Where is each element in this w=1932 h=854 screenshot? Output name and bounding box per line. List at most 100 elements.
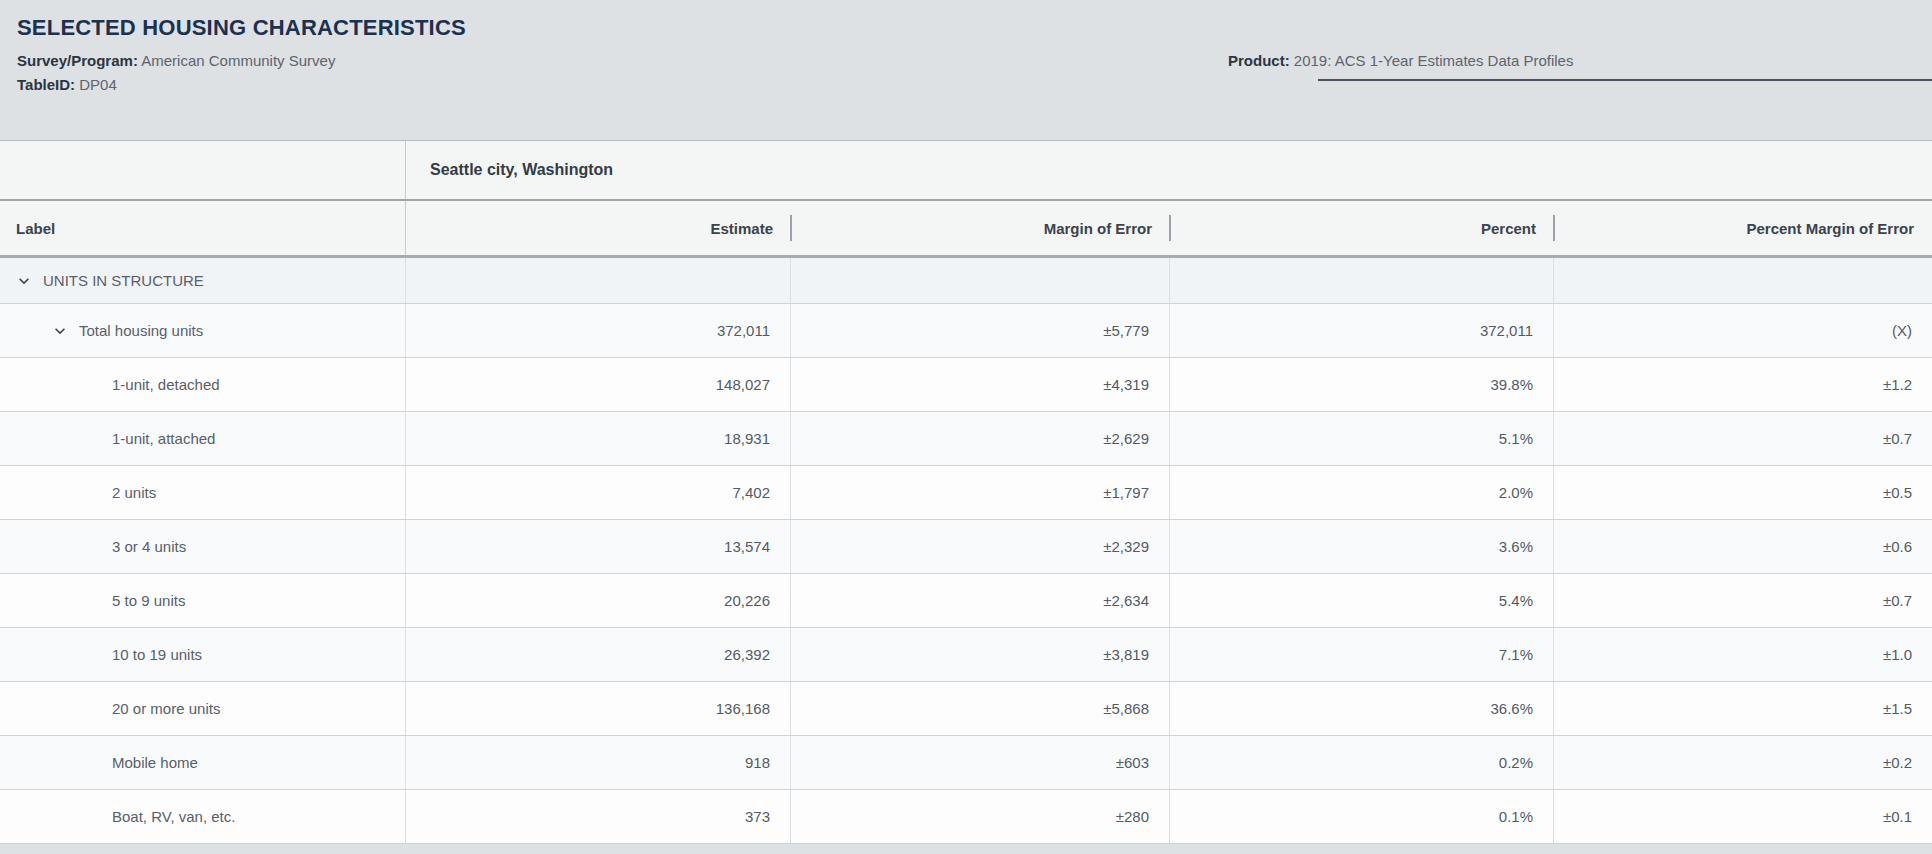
row-value-cell: 2.0%: [1170, 466, 1554, 519]
row-value-cell: 0.2%: [1170, 736, 1554, 789]
row-value-cell: ±0.1: [1554, 790, 1932, 843]
row-label: 10 to 19 units: [112, 646, 202, 663]
column-header-text: Percent: [1481, 220, 1536, 237]
row-value-cell: 3.6%: [1170, 520, 1554, 573]
table-row: Mobile home 918 ±603 0.2% ±0.2: [0, 736, 1932, 790]
table-row: 1-unit, attached 18,931 ±2,629 5.1% ±0.7: [0, 412, 1932, 466]
row-label: 5 to 9 units: [112, 592, 185, 609]
row-label: 1-unit, detached: [112, 376, 220, 393]
table-row: 20 or more units 136,168 ±5,868 36.6% ±1…: [0, 682, 1932, 736]
row-value-cell: 372,011: [406, 304, 791, 357]
table-body: UNITS IN STRUCTURE Total housing units 3…: [0, 258, 1932, 844]
row-value-cell: 5.4%: [1170, 574, 1554, 627]
table-row: Boat, RV, van, etc. 373 ±280 0.1% ±0.1: [0, 790, 1932, 844]
geo-header-spacer: [0, 141, 406, 199]
row-value-cell: ±1,797: [791, 466, 1170, 519]
column-header-estimate: Estimate: [406, 201, 791, 255]
row-value-cell: ±4,319: [791, 358, 1170, 411]
row-value-cell: ±2,329: [791, 520, 1170, 573]
row-value-cell: 148,027: [406, 358, 791, 411]
row-label-cell: Boat, RV, van, etc.: [0, 790, 406, 843]
row-label: 3 or 4 units: [112, 538, 186, 555]
column-header-label: Label: [0, 201, 406, 255]
row-value-cell: [406, 258, 791, 303]
row-value-cell: 18,931: [406, 412, 791, 465]
table-row: 1-unit, detached 148,027 ±4,319 39.8% ±1…: [0, 358, 1932, 412]
row-value-cell: 372,011: [1170, 304, 1554, 357]
column-header-percent-margin-of-error: Percent Margin of Error: [1554, 201, 1932, 255]
survey-program-label: Survey/Program:: [17, 52, 138, 69]
row-value-cell: 7,402: [406, 466, 791, 519]
row-value-cell: ±1.2: [1554, 358, 1932, 411]
row-label-cell[interactable]: UNITS IN STRUCTURE: [0, 258, 406, 303]
row-value-cell: ±0.2: [1554, 736, 1932, 789]
row-value-cell: 0.1%: [1170, 790, 1554, 843]
row-label: 1-unit, attached: [112, 430, 215, 447]
row-label-cell: 1-unit, attached: [0, 412, 406, 465]
column-header-margin-of-error: Margin of Error: [791, 201, 1170, 255]
row-value-cell: 918: [406, 736, 791, 789]
row-label: Total housing units: [79, 322, 203, 339]
table-row: 3 or 4 units 13,574 ±2,329 3.6% ±0.6: [0, 520, 1932, 574]
table-row: 2 units 7,402 ±1,797 2.0% ±0.5: [0, 466, 1932, 520]
row-value-cell: 20,226: [406, 574, 791, 627]
row-value-cell: [1170, 258, 1554, 303]
row-label: Mobile home: [112, 754, 198, 771]
row-label-cell: Mobile home: [0, 736, 406, 789]
page-header: SELECTED HOUSING CHARACTERISTICS Survey/…: [0, 0, 1932, 140]
row-value-cell: ±2,629: [791, 412, 1170, 465]
table-row: Total housing units 372,011 ±5,779 372,0…: [0, 304, 1932, 358]
column-header-row: Label Estimate Margin of Error Percent P…: [0, 201, 1932, 258]
row-value-cell: [791, 258, 1170, 303]
chevron-down-icon[interactable]: [50, 321, 70, 341]
row-value-cell: 136,168: [406, 682, 791, 735]
row-value-cell: 36.6%: [1170, 682, 1554, 735]
row-value-cell: ±2,634: [791, 574, 1170, 627]
row-value-cell: 39.8%: [1170, 358, 1554, 411]
row-value-cell: ±280: [791, 790, 1170, 843]
row-value-cell: ±3,819: [791, 628, 1170, 681]
row-value-cell: ±603: [791, 736, 1170, 789]
row-label-cell: 3 or 4 units: [0, 520, 406, 573]
table-row: 10 to 19 units 26,392 ±3,819 7.1% ±1.0: [0, 628, 1932, 682]
product-select-underline: [1318, 79, 1932, 81]
product-label: Product:: [1228, 52, 1290, 69]
survey-program-value: American Community Survey: [141, 52, 335, 69]
row-value-cell: ±5,779: [791, 304, 1170, 357]
row-value-cell: ±0.7: [1554, 574, 1932, 627]
row-label-cell: 1-unit, detached: [0, 358, 406, 411]
tableid-value: DP04: [79, 76, 117, 93]
geo-header-cell: Seattle city, Washington: [406, 141, 1932, 199]
page-title: SELECTED HOUSING CHARACTERISTICS: [17, 15, 466, 41]
row-label: 2 units: [112, 484, 156, 501]
row-value-cell: [1554, 258, 1932, 303]
product-select[interactable]: 2019: ACS 1-Year Estimates Data Profiles: [1294, 52, 1574, 69]
row-value-cell: (X): [1554, 304, 1932, 357]
row-value-cell: 5.1%: [1170, 412, 1554, 465]
table-row: 5 to 9 units 20,226 ±2,634 5.4% ±0.7: [0, 574, 1932, 628]
row-value-cell: ±1.0: [1554, 628, 1932, 681]
product-line: Product: 2019: ACS 1-Year Estimates Data…: [1228, 52, 1573, 69]
row-value-cell: ±0.5: [1554, 466, 1932, 519]
row-value-cell: ±1.5: [1554, 682, 1932, 735]
chevron-down-icon[interactable]: [14, 271, 34, 291]
row-value-cell: 7.1%: [1170, 628, 1554, 681]
survey-program-line: Survey/Program: American Community Surve…: [17, 52, 335, 69]
row-label-cell: 10 to 19 units: [0, 628, 406, 681]
row-value-cell: 26,392: [406, 628, 791, 681]
row-value-cell: ±5,868: [791, 682, 1170, 735]
row-label-cell: 20 or more units: [0, 682, 406, 735]
geo-header-row: Seattle city, Washington: [0, 141, 1932, 201]
row-label: Boat, RV, van, etc.: [112, 808, 235, 825]
column-header-text: Percent Margin of Error: [1746, 220, 1914, 237]
row-label: 20 or more units: [112, 700, 220, 717]
row-label-cell: 2 units: [0, 466, 406, 519]
data-table: Seattle city, Washington Label Estimate …: [0, 140, 1932, 844]
column-header-text: Margin of Error: [1044, 220, 1152, 237]
row-value-cell: 13,574: [406, 520, 791, 573]
row-label: UNITS IN STRUCTURE: [43, 272, 204, 289]
row-label-cell[interactable]: Total housing units: [0, 304, 406, 357]
column-header-percent: Percent: [1170, 201, 1554, 255]
tableid-line: TableID: DP04: [17, 76, 117, 93]
column-header-text: Estimate: [710, 220, 773, 237]
